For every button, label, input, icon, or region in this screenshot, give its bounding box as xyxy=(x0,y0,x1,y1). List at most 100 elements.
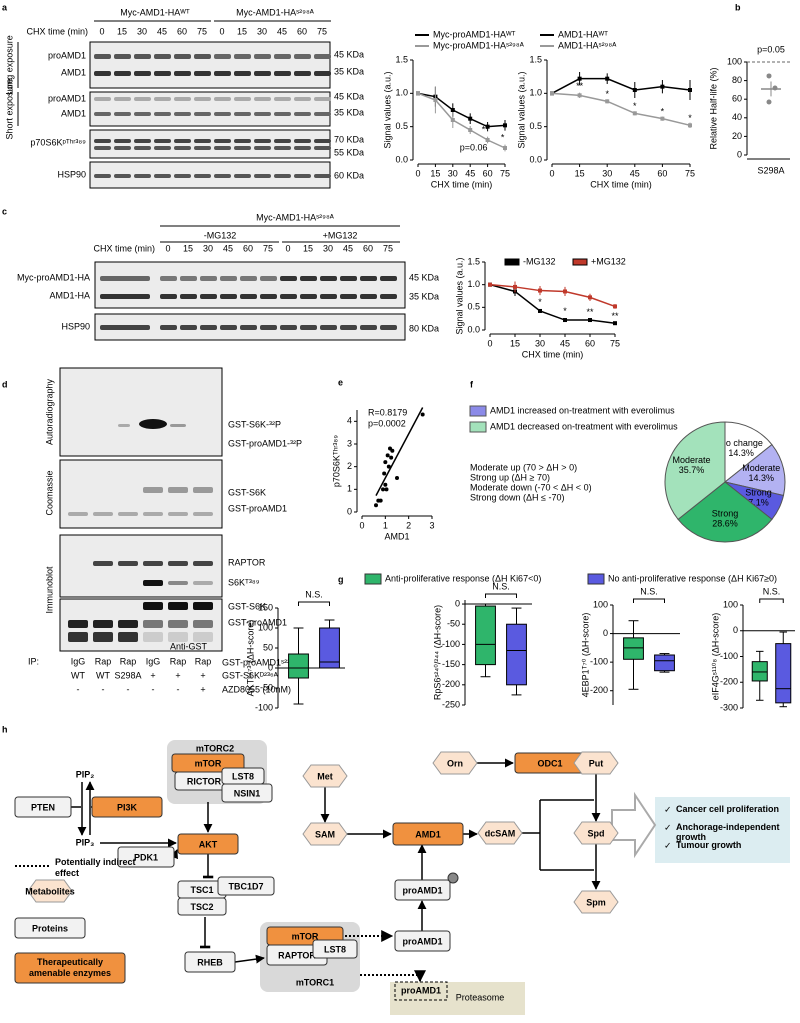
node-label: proAMD1 xyxy=(403,885,443,895)
point xyxy=(588,318,592,323)
big-arrow xyxy=(611,791,657,859)
blot-band xyxy=(254,54,271,59)
blot-band xyxy=(200,294,217,299)
node-label: mTOR xyxy=(292,931,319,941)
y-tick-label: 0 xyxy=(347,506,352,516)
pie-slice xyxy=(677,481,773,543)
blot-title: Myc-AMD1-HAᵂᵀ xyxy=(120,7,190,17)
blot-band xyxy=(194,54,211,59)
annotation: * xyxy=(661,106,665,116)
ip-prefix: IP: xyxy=(28,656,39,666)
blot-band xyxy=(174,139,191,143)
node-label: Spd xyxy=(588,828,605,838)
outcome-text: Tumour growth xyxy=(676,840,742,850)
point xyxy=(485,124,490,129)
pie-slice xyxy=(723,443,786,497)
y-tick-label: 2 xyxy=(347,461,352,471)
blot-band xyxy=(234,97,251,101)
protein-node xyxy=(312,939,358,959)
chx-label: CHX time (min) xyxy=(93,243,155,253)
y-tick-label: 0.0 xyxy=(395,154,408,164)
legend-text: No anti-proliferative response (ΔH Ki67≥… xyxy=(608,573,777,583)
point xyxy=(383,482,388,487)
check-icon: ✓ xyxy=(664,804,672,814)
blot-band xyxy=(254,139,271,143)
annotation: p=0.0002 xyxy=(368,418,406,428)
mw-label: 35 KDa xyxy=(409,291,439,301)
blot-band xyxy=(193,512,213,516)
blot-band xyxy=(294,139,311,143)
blot-band xyxy=(214,139,231,143)
protein-node xyxy=(177,897,227,916)
node-label: LST8 xyxy=(232,771,254,781)
x-axis-label: CHX time (min) xyxy=(590,179,652,189)
blot-band xyxy=(220,294,237,299)
point xyxy=(538,288,542,293)
blot-frame xyxy=(59,459,223,529)
y-axis-label: Signal values (a.u.) xyxy=(454,257,464,334)
node-label: PI3K xyxy=(117,802,138,812)
point xyxy=(450,108,455,112)
blot-band xyxy=(134,97,151,101)
blot-band xyxy=(194,97,211,101)
x-tick-label: 60 xyxy=(483,168,493,178)
legend-text: Proteins xyxy=(32,923,68,933)
blot-band xyxy=(94,54,111,59)
metabolite-shape xyxy=(302,822,348,846)
blot-band xyxy=(200,325,217,330)
series-line xyxy=(417,92,506,149)
point xyxy=(378,498,383,503)
lane-time: 75 xyxy=(317,26,327,36)
band-label: GST-proAMD1 xyxy=(228,503,287,513)
annotation: * xyxy=(501,132,505,142)
y-tick-label: -200 xyxy=(720,677,738,687)
blot-band xyxy=(280,325,297,330)
sign: - xyxy=(177,684,180,694)
legend-text: -MG132 xyxy=(523,256,556,266)
metabolite-shape xyxy=(573,890,619,914)
blot-band xyxy=(254,97,271,101)
sign: + xyxy=(200,670,205,680)
blot-band xyxy=(254,112,271,116)
slice-label: Strong xyxy=(712,509,739,519)
condition-label: GST-S6Kᴰ²³⁶ᴬ xyxy=(222,670,279,680)
blot-title: Myc-AMD1-HAˢ²⁹⁸ᴬ xyxy=(256,212,335,222)
blot-band xyxy=(134,139,151,143)
proteasome-label: Proteasome xyxy=(456,992,505,1002)
series-line xyxy=(489,283,616,324)
metabolite-shape xyxy=(432,751,478,775)
point xyxy=(374,503,378,508)
x-tick-label: 3 xyxy=(429,520,434,530)
blot-band xyxy=(134,54,151,59)
legend-text: AMD1 increased on-treatment with everoli… xyxy=(490,405,675,415)
blot-band xyxy=(280,294,297,299)
slice-label: Moderate xyxy=(742,463,780,473)
band-label: RAPTOR xyxy=(228,557,266,567)
y-tick-label: 100 xyxy=(723,599,738,609)
lane-time: 45 xyxy=(157,26,167,36)
x-tick-label: 45 xyxy=(465,168,475,178)
point xyxy=(563,318,567,323)
y-axis-label: Signal values (a.u.) xyxy=(382,71,392,148)
check-icon: ✓ xyxy=(664,822,672,832)
blot-band xyxy=(240,294,257,299)
blot-band xyxy=(94,139,111,143)
blot-band xyxy=(300,325,317,330)
blot-band xyxy=(360,325,377,330)
node-label: RICTOR xyxy=(187,776,222,786)
y-tick-label: 1.0 xyxy=(395,88,408,98)
point xyxy=(632,88,637,92)
annotation: * xyxy=(633,101,637,111)
x-tick-label: 75 xyxy=(610,338,620,348)
point xyxy=(605,76,610,81)
blot-band xyxy=(274,139,291,143)
y-axis-label: AKTˢ⁴⁷³ (ΔH-score) xyxy=(245,620,255,697)
blot-band xyxy=(234,54,251,59)
fit-line xyxy=(375,407,424,496)
x-tick-label: 75 xyxy=(685,168,695,178)
y-tick-label: 3 xyxy=(347,438,352,448)
row-label: AMD1-HA xyxy=(49,290,90,300)
node-label: TSC2 xyxy=(190,902,213,912)
point xyxy=(503,123,507,128)
